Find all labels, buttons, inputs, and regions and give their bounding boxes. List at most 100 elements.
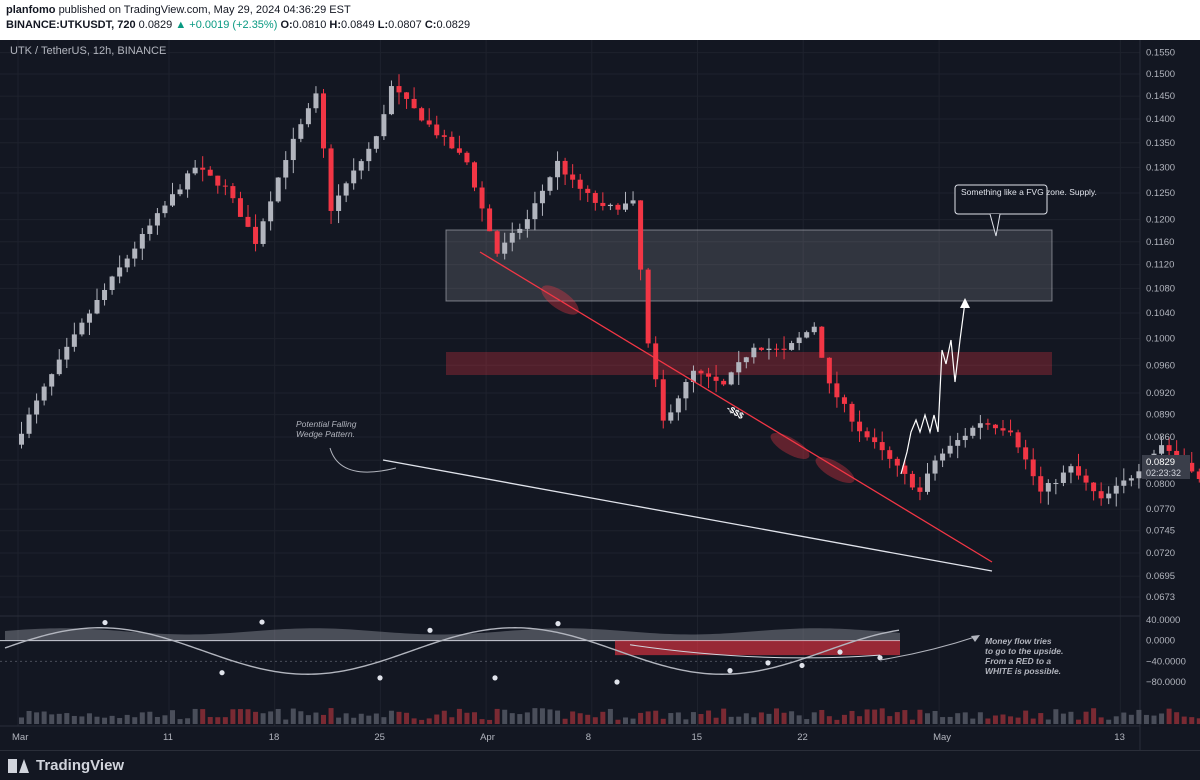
volume-bar	[615, 719, 621, 724]
volume-bar	[192, 708, 198, 724]
volume-bar	[743, 713, 749, 724]
header-bar: planfomo published on TradingView.com, M…	[0, 0, 1200, 40]
price-tick-label: 0.0745	[1146, 526, 1175, 537]
candle-body	[1023, 447, 1029, 460]
descending-resistance-line[interactable]	[479, 251, 993, 563]
candle-body	[992, 424, 998, 429]
money-flow-label-3: From a RED to a	[985, 656, 1051, 666]
low-label: L:	[377, 19, 389, 31]
projection-path	[900, 301, 966, 475]
time-tick-label: Mar	[12, 732, 28, 743]
candle-body	[215, 175, 221, 186]
volume-bar	[698, 713, 704, 724]
volume-bar	[623, 717, 628, 724]
rejection-highlight-2	[770, 433, 810, 459]
candle-body	[970, 427, 976, 436]
symbol-label[interactable]: BINANCE:UTKUSDT, 720	[6, 19, 136, 31]
oscillator-dot	[492, 675, 498, 681]
candle-body	[630, 200, 636, 204]
candle-body	[132, 248, 138, 259]
candle-body	[532, 203, 538, 220]
publisher-name[interactable]: planfomo	[6, 4, 56, 16]
volume-bar	[464, 712, 470, 724]
oscillator-dot	[555, 621, 561, 627]
volume-bar	[940, 717, 946, 724]
money-flow-negative-area	[615, 640, 900, 656]
candle-body	[947, 445, 953, 454]
price-tick-label: 0.0695	[1146, 571, 1175, 582]
volume-bar	[472, 712, 477, 724]
open-value: 0.0810	[292, 19, 327, 31]
candle-body	[1098, 491, 1104, 499]
time-axis[interactable]: Mar111825Apr81522May1320Jun1017	[12, 732, 1200, 743]
price-tick-label: 0.1080	[1146, 283, 1175, 294]
volume-bar	[547, 709, 553, 724]
candle-body	[313, 93, 319, 109]
volume-bar	[1189, 717, 1195, 724]
volume-bar	[811, 712, 817, 724]
candle-body	[19, 433, 24, 445]
candle-body	[381, 114, 387, 137]
candle-body	[366, 148, 372, 162]
volume-bar	[1106, 719, 1112, 724]
candle-body	[1015, 432, 1021, 448]
volume-bar	[1098, 717, 1104, 724]
volume-bar	[404, 712, 410, 724]
candle-body	[253, 226, 259, 244]
volume-bar	[170, 710, 175, 724]
callout-pointer	[989, 213, 1001, 237]
footer: TradingView	[0, 750, 1200, 780]
candle-body	[260, 221, 266, 244]
candle-body	[774, 348, 779, 350]
price-tick-label: 0.1300	[1146, 162, 1175, 173]
volume-bar	[154, 716, 160, 724]
volume-bar	[373, 713, 379, 724]
tradingview-logo-icon	[8, 758, 30, 773]
oscillator-dot	[877, 655, 883, 661]
volume-bar	[1128, 714, 1134, 724]
volume-bar	[298, 711, 304, 724]
tradingview-logo[interactable]: TradingView	[8, 757, 124, 774]
volume-bar	[358, 713, 364, 724]
candle-body	[71, 334, 77, 347]
candle-body	[789, 343, 795, 350]
volume-bar	[200, 709, 206, 724]
candle-body	[887, 450, 893, 459]
red-zone[interactable]	[446, 352, 1052, 375]
candle-body	[539, 190, 545, 204]
rejection-highlight-1	[541, 285, 579, 315]
candle-body	[909, 473, 915, 488]
volume-bar	[268, 711, 274, 724]
volume-bar	[675, 712, 681, 724]
candle-body	[623, 203, 628, 210]
volume-bar	[955, 713, 961, 724]
candle-body	[109, 276, 115, 290]
price-chart[interactable]: UTK / TetherUS, 12h, BINANCE Something l…	[0, 40, 1200, 750]
candle-body	[94, 299, 100, 314]
candle-body	[170, 194, 175, 206]
volume-bar	[132, 717, 138, 724]
candle-body	[849, 403, 855, 422]
supply-zone[interactable]	[445, 229, 1053, 302]
volume-bar	[64, 713, 70, 724]
volume-bar	[177, 719, 183, 724]
volume-bar	[336, 717, 342, 724]
price-tick-label: 0.1000	[1146, 334, 1175, 345]
volume-bar	[849, 710, 855, 724]
volume-bar	[1151, 715, 1157, 724]
ohlc-line: BINANCE:UTKUSDT, 720 0.0829 ▲ +0.0019 (+…	[6, 19, 470, 31]
volume-bar	[49, 714, 55, 724]
wedge-support-line[interactable]	[382, 459, 993, 572]
price-tick-label: 0.1200	[1146, 215, 1175, 226]
oscillator-dot	[102, 619, 108, 626]
candle-body	[124, 258, 130, 268]
candle-body	[185, 173, 191, 190]
price-tick-label: 0.1040	[1146, 308, 1175, 319]
candle-body	[607, 204, 613, 207]
volume-bar	[230, 709, 236, 724]
volume-bar	[653, 710, 659, 724]
volume-bar	[804, 719, 810, 724]
candle-body	[404, 92, 410, 99]
candle-body	[932, 460, 938, 474]
volume-bar	[932, 710, 938, 724]
